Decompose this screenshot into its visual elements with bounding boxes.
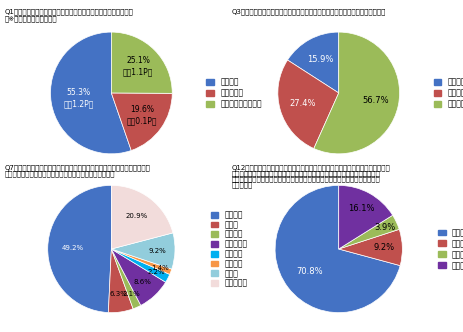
Text: 16.1%: 16.1% [347, 205, 373, 213]
Wedge shape [111, 93, 172, 150]
Wedge shape [111, 249, 169, 282]
Wedge shape [313, 32, 399, 154]
Text: 9.2%: 9.2% [373, 243, 394, 252]
Text: ますか。: ますか。 [232, 181, 253, 188]
Text: Q7．任期満了に伴う自民党総裁選が９月に予定されています。あなたは、: Q7．任期満了に伴う自民党総裁選が９月に予定されています。あなたは、 [5, 164, 150, 171]
Legend: 安倍晋三, 石破茂, 岸田文雄, 小泉進次郎, 河野太郎, 野田聖子, その他, わからない: 安倍晋三, 石破茂, 岸田文雄, 小泉進次郎, 河野太郎, 野田聖子, その他,… [210, 210, 247, 288]
Wedge shape [111, 249, 165, 305]
Text: 19.6%
（＋0.1P）: 19.6% （＋0.1P） [126, 105, 157, 125]
Wedge shape [111, 249, 140, 309]
Wedge shape [277, 60, 338, 148]
Wedge shape [338, 185, 392, 249]
Text: 70.8%: 70.8% [295, 267, 322, 276]
Text: 3.9%: 3.9% [374, 223, 394, 232]
Wedge shape [108, 249, 133, 313]
Wedge shape [111, 185, 173, 249]
Legend: 支持する, 支持しない, どちらとも言えない: 支持する, 支持しない, どちらとも言えない [206, 78, 261, 108]
Text: 1.4%: 1.4% [151, 265, 169, 271]
Text: 56.7%: 56.7% [362, 96, 388, 105]
Text: 2.2%: 2.2% [147, 270, 165, 276]
Text: 25.1%
（＋1.1P）: 25.1% （＋1.1P） [123, 56, 153, 76]
Wedge shape [338, 215, 398, 249]
Text: ２－３で逆転負けしました。あなたは、日本代表チームの成績をどう評価し: ２－３で逆転負けしました。あなたは、日本代表チームの成績をどう評価し [232, 176, 380, 182]
Wedge shape [338, 229, 401, 266]
Wedge shape [111, 249, 171, 274]
Text: 9.2%: 9.2% [148, 248, 166, 254]
Text: 55.3%
（－1.2P）: 55.3% （－1.2P） [63, 88, 94, 109]
Legend: ゆとりが出てきた, ゆとりがなくなってきた, どちらとも言えない: ゆとりが出てきた, ゆとりがなくなってきた, どちらとも言えない [433, 78, 463, 108]
Text: ※（）内は前月比の増減: ※（）内は前月比の増減 [5, 15, 57, 22]
Wedge shape [275, 185, 399, 313]
Text: Q1．いま、あなたは安倍内閣を支持しますか、支持しませんか。: Q1．いま、あなたは安倍内閣を支持しますか、支持しませんか。 [5, 8, 133, 15]
Text: 20.9%: 20.9% [125, 213, 147, 219]
Text: 15.9%: 15.9% [307, 55, 333, 64]
Wedge shape [48, 185, 111, 312]
Wedge shape [287, 32, 338, 93]
Text: １敗で勝ち上がり、決勝トーナメント１回戦で今回３位になったベルギーに: １敗で勝ち上がり、決勝トーナメント１回戦で今回３位になったベルギーに [232, 170, 380, 177]
Text: 8.6%: 8.6% [133, 280, 151, 286]
Text: 2.1%: 2.1% [122, 291, 140, 297]
Wedge shape [111, 32, 172, 93]
Wedge shape [111, 233, 175, 269]
Text: 誰が次の総裁にふさわしいと思いますか。（五十音順）: 誰が次の総裁にふさわしいと思いますか。（五十音順） [5, 170, 115, 177]
Text: 27.4%: 27.4% [288, 99, 315, 108]
Text: Q3．１年前と比べて、あなたの今の暮らし向きはどう変わったと感じますか。: Q3．１年前と比べて、あなたの今の暮らし向きはどう変わったと感じますか。 [232, 8, 386, 15]
Legend: 予想より良かった, 予想通りだった, 予想より悪かった, わからない: 予想より良かった, 予想通りだった, 予想より悪かった, わからない [437, 228, 463, 270]
Wedge shape [50, 32, 131, 154]
Text: Q12．サッカーのワールドカップロシア大会で、日本は１次リーグを１勝１分け: Q12．サッカーのワールドカップロシア大会で、日本は１次リーグを１勝１分け [232, 164, 390, 171]
Text: 6.3%: 6.3% [109, 291, 127, 297]
Text: 49.2%: 49.2% [62, 245, 84, 251]
